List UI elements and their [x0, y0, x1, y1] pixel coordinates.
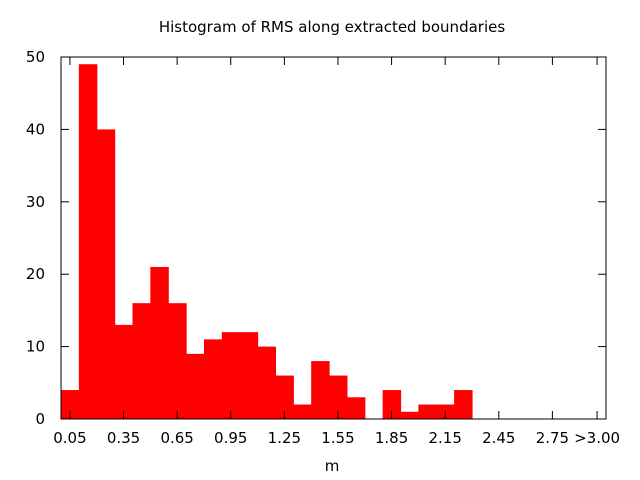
x-tick-label: 0.65 [160, 429, 193, 447]
plot-frame [60, 56, 607, 420]
histogram-bar [168, 303, 187, 419]
y-tick-label: 40 [26, 120, 45, 138]
histogram-bars [61, 64, 473, 420]
y-tick-label: 20 [26, 265, 45, 283]
histogram-bar [114, 324, 134, 419]
y-tick-label: 30 [26, 193, 45, 211]
x-tick-label: 2.75 [536, 429, 569, 447]
histogram-bar [221, 332, 241, 419]
histogram-bar [400, 411, 419, 419]
histogram-bar [418, 404, 437, 419]
x-tick-label: >3.00 [574, 429, 620, 447]
x-tick-label: 1.85 [375, 429, 408, 447]
histogram-bar [293, 404, 312, 419]
histogram-bar [186, 353, 205, 419]
histogram-bar [346, 397, 366, 419]
histogram-bar [257, 346, 277, 419]
x-axis-title: m [325, 457, 340, 475]
y-tick-label: 10 [26, 338, 45, 356]
y-tick-label: 50 [26, 48, 45, 66]
y-tick-label: 0 [35, 410, 45, 428]
x-tick-label: 2.45 [482, 429, 515, 447]
y-axis: 0 10 20 30 40 50 [26, 48, 606, 428]
x-tick-label: 1.55 [321, 429, 354, 447]
histogram-bar [454, 390, 473, 419]
x-tick-label: 0.35 [107, 429, 140, 447]
x-tick-label: 0.05 [53, 429, 86, 447]
histogram-bar [132, 303, 151, 419]
histogram-bar [203, 339, 223, 419]
x-tick-label: 1.25 [268, 429, 301, 447]
histogram-bar [311, 361, 330, 419]
histogram-bar [78, 64, 98, 420]
chart-title: Histogram of RMS along extracted boundar… [159, 18, 506, 36]
histogram-bar [239, 332, 259, 419]
histogram-bar [382, 390, 402, 419]
histogram-bar [150, 266, 169, 419]
x-tick-label: 0.95 [214, 429, 247, 447]
histogram-bar [61, 390, 80, 419]
x-tick-label: 2.15 [428, 429, 461, 447]
histogram-bar [329, 375, 348, 419]
histogram-bar [96, 129, 116, 419]
histogram-bar [275, 375, 294, 419]
x-axis: 0.05 0.35 0.65 0.95 1.25 1.55 1.85 2.15 2.45 2.75… [53, 57, 620, 447]
